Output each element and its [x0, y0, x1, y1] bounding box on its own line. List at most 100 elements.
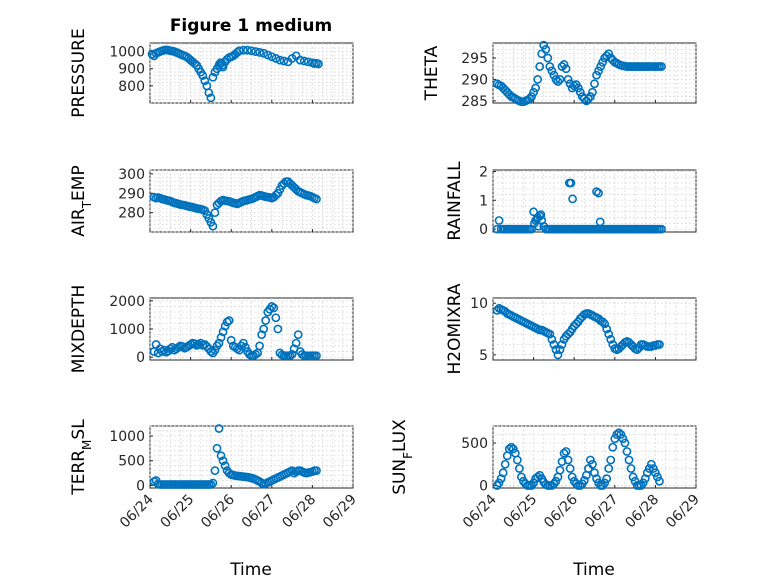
data-point [271, 54, 281, 63]
data-point [178, 342, 187, 351]
y-tick-label: 0 [479, 478, 488, 494]
data-point [655, 340, 664, 349]
data-point [255, 341, 265, 351]
data-point [657, 62, 666, 71]
data-point [553, 77, 563, 86]
data-point [494, 478, 504, 488]
data-point [226, 335, 236, 345]
data-point [590, 79, 599, 89]
data-point [602, 324, 612, 334]
y-tick-label: 500 [118, 454, 145, 470]
data-point [622, 447, 632, 456]
data-point [514, 464, 524, 473]
data-point [299, 56, 309, 66]
y-tick-label: 10 [470, 296, 488, 312]
data-point [243, 45, 252, 55]
data-point [653, 472, 662, 482]
data-point [263, 50, 273, 60]
data-point [529, 478, 538, 488]
data-point [271, 313, 281, 323]
data-point [159, 345, 169, 355]
data-point [545, 329, 555, 339]
y-axis-label-part: SUN [390, 459, 410, 495]
data-point [626, 464, 636, 473]
data-point [214, 338, 224, 348]
data-point [312, 351, 321, 361]
y-axis-label-part: LUX [390, 419, 410, 452]
data-point [561, 447, 571, 456]
y-tick-label: 1000 [109, 45, 145, 61]
data-point [616, 430, 626, 439]
data-point [287, 349, 297, 359]
data-point [600, 319, 610, 329]
y-axis-label-part: TERR [69, 450, 89, 496]
y-axis-label-part: MIXDEPTH [69, 285, 89, 374]
y-axis-label-part: F [401, 452, 415, 459]
data-point [557, 340, 567, 349]
data-point [608, 442, 618, 452]
y-tick-label: 1 [479, 193, 488, 209]
data-point [190, 339, 200, 349]
y-tick-label: 1000 [109, 322, 145, 338]
y-axis-label: H2OMIXRA [445, 283, 465, 374]
y-tick-label: 2000 [109, 294, 145, 310]
x-axis-label-right: Time [572, 560, 615, 580]
data-point [610, 434, 620, 444]
data-point [543, 53, 553, 63]
data-point [208, 478, 218, 488]
data-point [618, 434, 628, 444]
data-point [553, 350, 563, 360]
data-point [238, 45, 248, 55]
y-tick-label: 300 [118, 167, 145, 183]
data-point [620, 438, 630, 448]
data-point [312, 194, 321, 204]
y-tick-label: 0 [136, 479, 145, 495]
y-axis-label-part: THETA [422, 45, 442, 101]
data-point [267, 52, 277, 62]
data-point [657, 224, 666, 234]
data-point [575, 87, 585, 97]
y-tick-label: 900 [118, 62, 145, 78]
data-point [606, 455, 616, 465]
y-tick-label: 500 [461, 436, 488, 452]
data-point [210, 345, 220, 355]
data-point [549, 340, 559, 349]
data-point [512, 455, 522, 465]
data-point [273, 324, 283, 334]
data-point [563, 455, 573, 465]
data-point [492, 305, 502, 315]
data-point [565, 464, 575, 473]
y-tick-label: 290 [118, 186, 145, 202]
y-axis-label: THETA [422, 45, 442, 101]
data-point [498, 468, 508, 478]
y-axis-label-part: T [80, 200, 94, 209]
axes-box [492, 425, 697, 489]
data-point [533, 472, 543, 482]
y-axis-label: TERRMSL [69, 419, 94, 496]
data-point [602, 474, 612, 484]
axes-box [492, 169, 697, 233]
data-point [312, 466, 321, 476]
y-tick-label: 280 [118, 206, 145, 222]
data-point [529, 207, 538, 217]
data-point [527, 92, 536, 101]
data-point [551, 476, 561, 486]
y-axis-label: SUNFLUX [390, 419, 415, 495]
data-point [594, 66, 603, 76]
data-point [592, 474, 601, 484]
data-point [539, 40, 549, 50]
grid [149, 169, 354, 233]
data-point [555, 465, 565, 475]
data-point [604, 464, 614, 473]
data-point [269, 303, 279, 313]
y-tick-label: 800 [118, 79, 145, 95]
data-point [541, 45, 551, 54]
x-axis-label-left: Time [229, 560, 272, 580]
data-point [218, 62, 228, 72]
data-point [545, 62, 555, 71]
data-point [293, 330, 303, 340]
data-point [612, 430, 622, 439]
series-markers [149, 424, 321, 489]
data-point [224, 316, 234, 325]
